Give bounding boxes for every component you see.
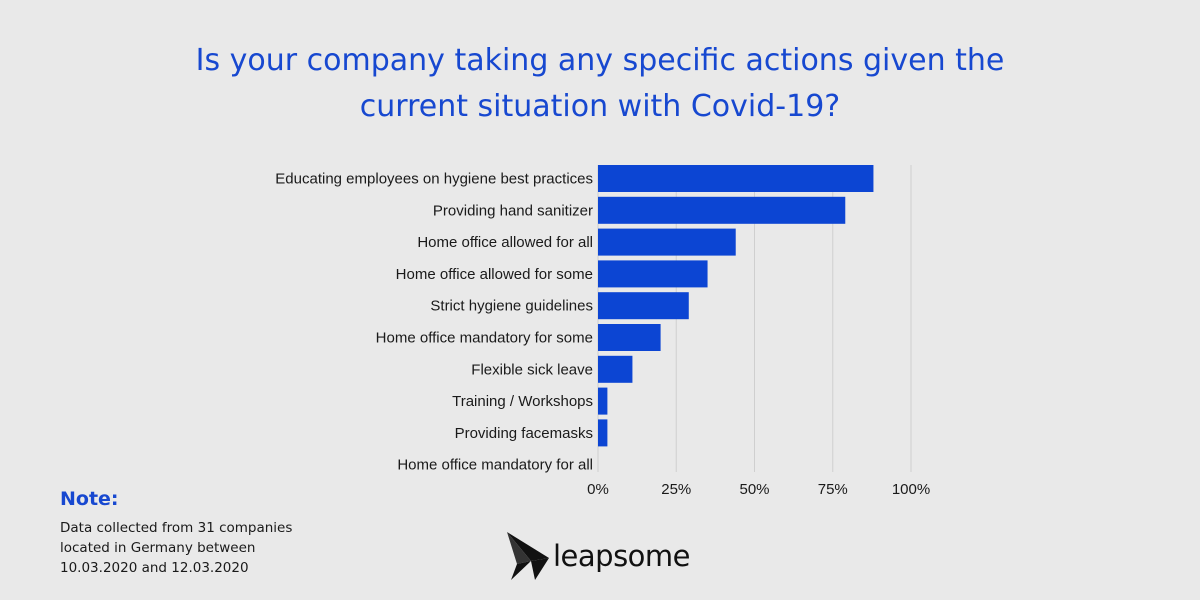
category-label: Home office allowed for some — [396, 266, 593, 283]
bar — [598, 292, 689, 320]
bar — [598, 419, 608, 447]
bar — [598, 324, 661, 351]
category-label: Providing hand sanitizer — [433, 202, 593, 219]
note-heading: Note: — [60, 488, 119, 510]
category-label: Providing facemasks — [455, 425, 593, 442]
chart-title-line-2: current situation with Covid-19? — [359, 89, 841, 124]
note-line-3: 10.03.2020 and 12.03.2020 — [60, 560, 249, 576]
x-axis-ticks: 0% 25% 50% 75% 100% — [587, 481, 930, 498]
note-line-1: Data collected from 31 companies — [60, 520, 293, 536]
category-label: Training / Workshops — [452, 393, 593, 410]
category-label: Home office mandatory for all — [397, 457, 593, 474]
leapsome-logo-icon — [507, 532, 549, 580]
logo-text: leapsome — [553, 539, 691, 573]
x-tick-label: 50% — [739, 481, 769, 498]
bar — [598, 165, 874, 192]
x-tick-label: 75% — [818, 481, 848, 498]
chart-title: Is your company taking any specific acti… — [0, 38, 1200, 130]
bar — [598, 196, 846, 224]
note-block: Note: Data collected from 31 companies l… — [60, 488, 320, 578]
x-tick-label: 25% — [661, 481, 691, 498]
chart-title-line-1: Is your company taking any specific acti… — [195, 43, 1005, 78]
bar — [598, 355, 633, 383]
bar — [598, 228, 736, 256]
bar — [598, 260, 708, 288]
category-label: Strict hygiene guidelines — [430, 298, 593, 315]
leapsome-logo: leapsome — [505, 530, 691, 582]
category-label: Home office allowed for all — [417, 234, 593, 251]
bar — [598, 387, 608, 415]
note-body: Data collected from 31 companies located… — [60, 518, 320, 578]
x-tick-label: 0% — [587, 481, 609, 498]
category-label: Educating employees on hygiene best prac… — [275, 171, 593, 188]
note-line-2: located in Germany between — [60, 540, 256, 556]
category-label: Home office mandatory for some — [376, 330, 593, 347]
bars — [598, 165, 874, 447]
category-labels: Educating employees on hygiene best prac… — [275, 171, 593, 474]
x-tick-label: 100% — [892, 481, 930, 498]
category-label: Flexible sick leave — [471, 361, 593, 378]
